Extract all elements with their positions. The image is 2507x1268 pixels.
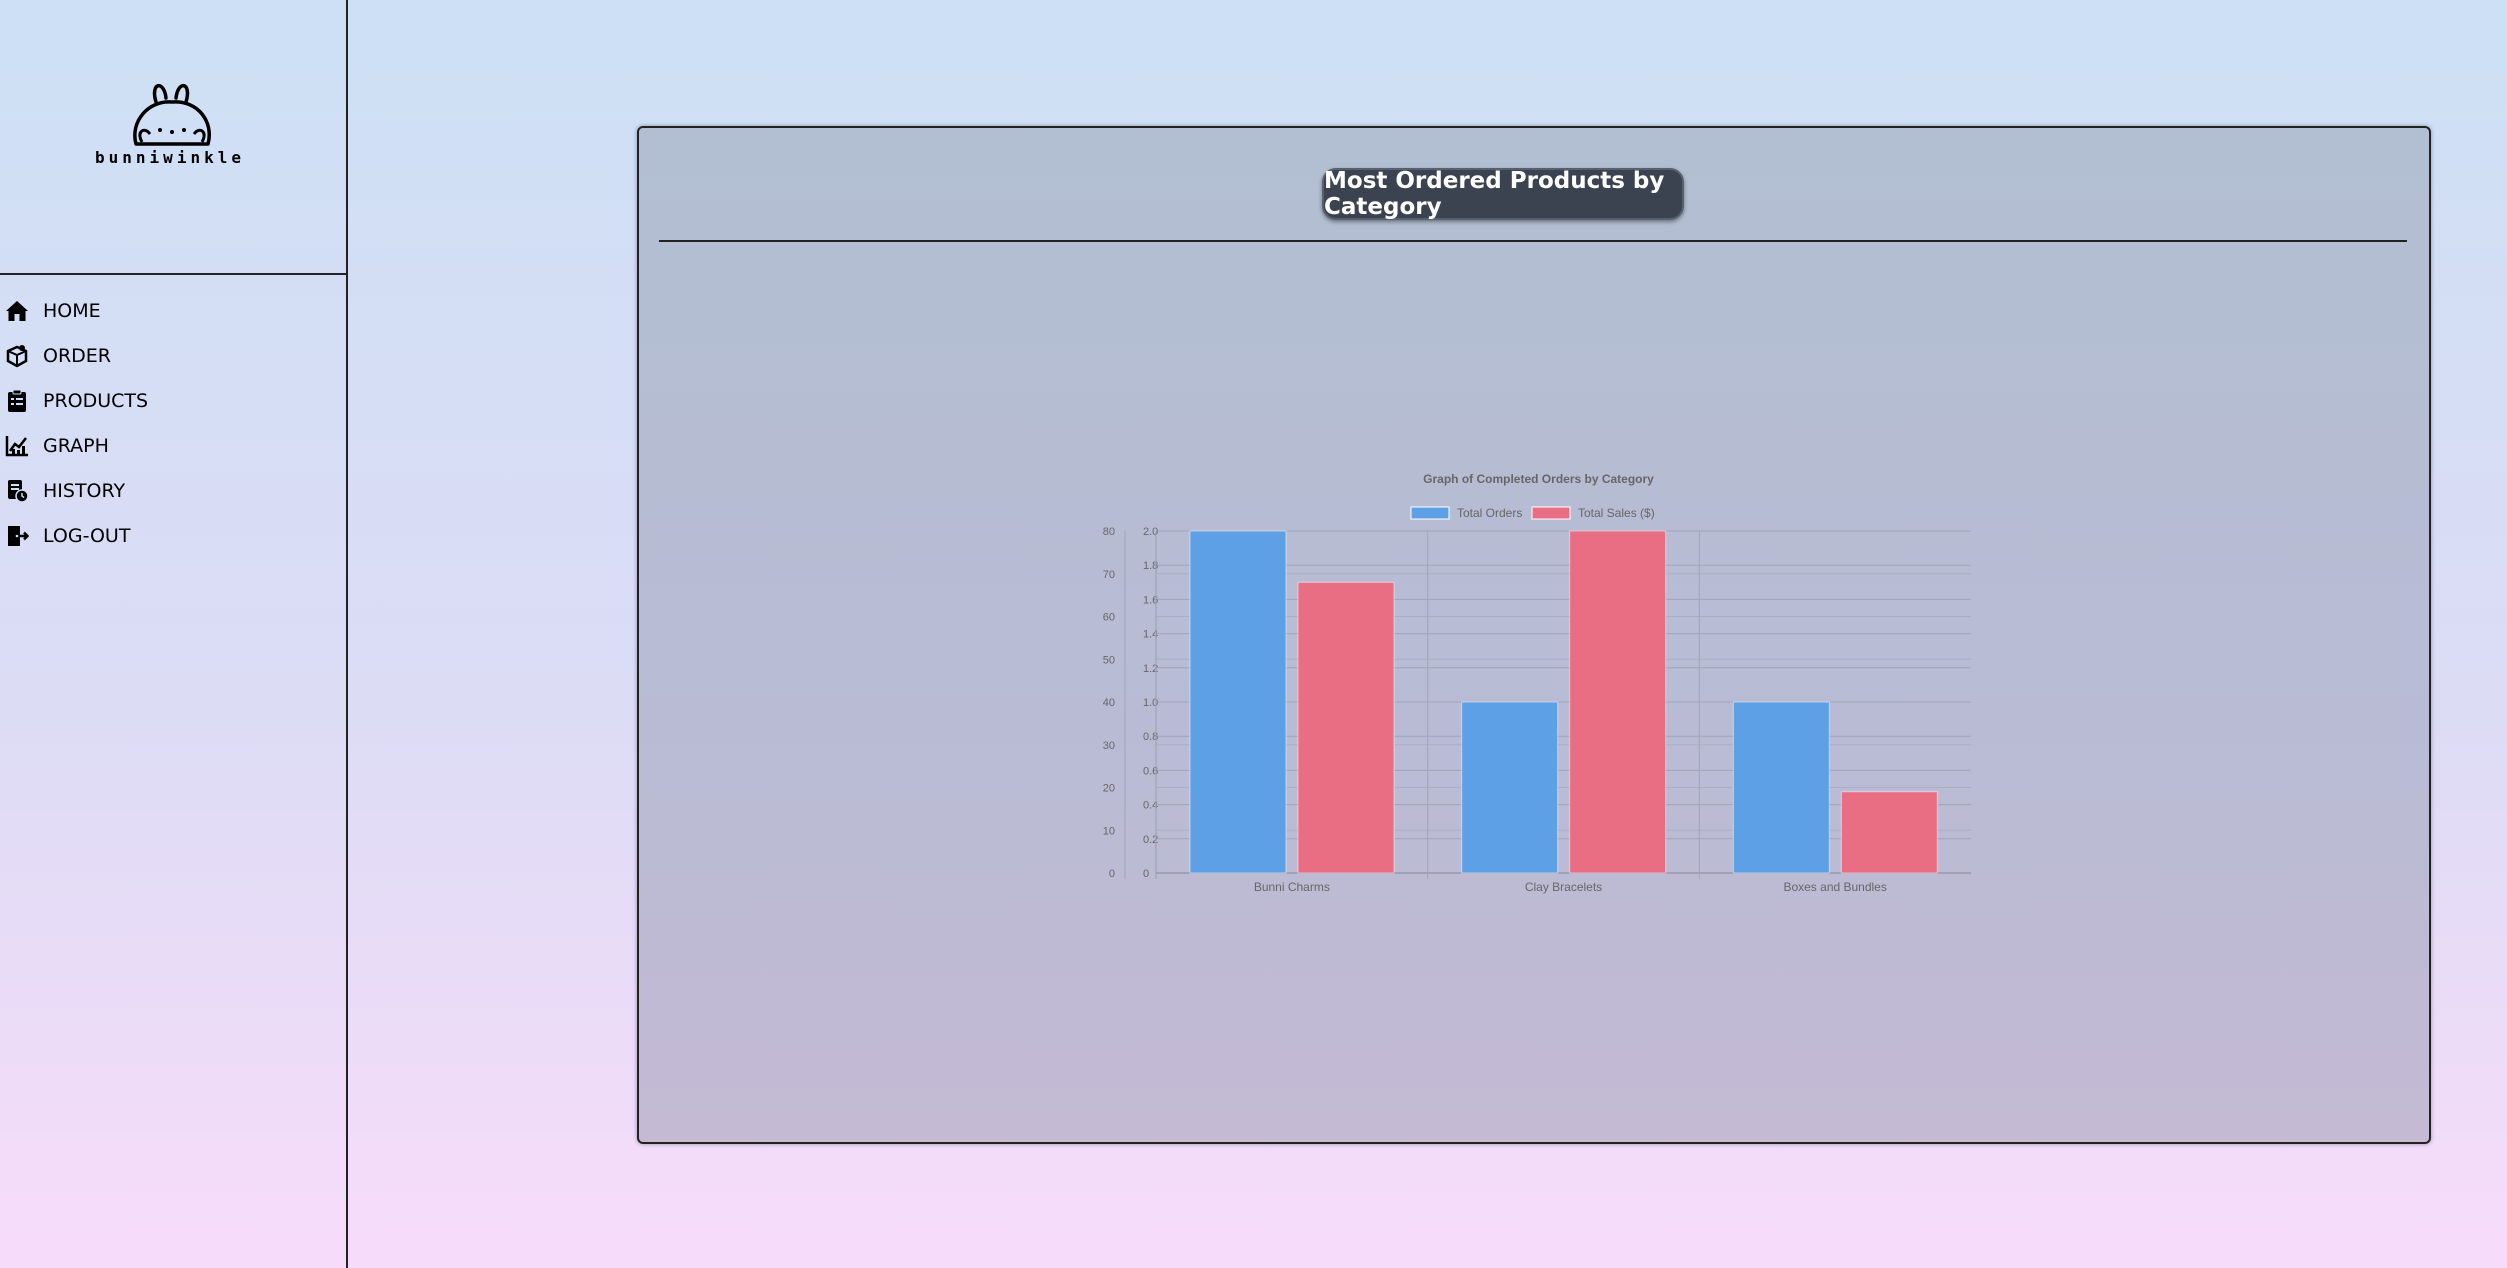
y-right-tick-7: 1.4: [1143, 629, 1158, 641]
nav-item-order[interactable]: ORDER: [0, 333, 148, 378]
bar-1-0: [1297, 581, 1395, 874]
x-tick-label-2: Boxes and Bundles: [1783, 880, 1886, 894]
nav-label-history: HISTORY: [43, 479, 126, 502]
bar-1-1: [1569, 530, 1667, 874]
y-right-tick-2: 0.4: [1143, 800, 1158, 812]
panel-divider: [659, 240, 2407, 242]
y-left-tick-4: 40: [1103, 697, 1115, 709]
nav-label-products: PRODUCTS: [43, 389, 149, 412]
clipboard-list-icon: [4, 388, 30, 414]
y-left-tick-5: 50: [1103, 654, 1115, 666]
y-right-tick-0: 0: [1143, 868, 1149, 880]
bar-0-2: [1732, 701, 1830, 874]
nav-item-products[interactable]: PRODUCTS: [0, 378, 148, 423]
nav-item-logout[interactable]: LOG-OUT: [0, 513, 148, 558]
y-right-tick-5: 1.0: [1143, 697, 1158, 709]
graph-panel: Most Ordered Products by Category Graph …: [637, 126, 2431, 1144]
y-left-tick-8: 80: [1103, 526, 1115, 538]
nav-item-history[interactable]: HISTORY: [0, 468, 148, 513]
bar-0-1: [1461, 701, 1559, 874]
y-left-tick-0: 0: [1109, 868, 1115, 880]
bar-1-2: [1840, 791, 1938, 874]
sidebar-divider: [0, 273, 346, 275]
x-tick-label-1: Clay Bracelets: [1525, 880, 1602, 894]
nav-item-graph[interactable]: GRAPH: [0, 423, 148, 468]
bunny-logo[interactable]: bunniwinkle: [80, 78, 260, 178]
y-left-tick-1: 10: [1103, 825, 1115, 837]
y-right-tick-1: 0.2: [1143, 834, 1158, 846]
legend-label-1: Total Sales ($): [1578, 506, 1655, 520]
y-right-tick-4: 0.8: [1143, 731, 1158, 743]
y-right-tick-6: 1.2: [1143, 663, 1158, 675]
nav-label-home: HOME: [43, 299, 101, 322]
nav-label-logout: LOG-OUT: [43, 524, 131, 547]
logout-icon: [4, 523, 30, 549]
sidebar-nav: HOME ORDER PRODUCTS GRAPH HISTORY: [0, 288, 148, 558]
orders-bar-chart: Graph of Completed Orders by Category Tot…: [1103, 472, 1971, 894]
bar-0-0: [1189, 530, 1287, 874]
legend-label-0: Total Orders: [1457, 506, 1522, 520]
history-icon: [4, 478, 30, 504]
y-right-tick-9: 1.8: [1143, 560, 1158, 572]
chart-line-icon: [4, 433, 30, 459]
nav-label-order: ORDER: [43, 344, 111, 367]
y-right-tick-3: 0.6: [1143, 765, 1158, 777]
y-right-tick-8: 1.6: [1143, 594, 1158, 606]
legend-swatch-1: [1531, 506, 1571, 520]
x-tick-label-0: Bunni Charms: [1254, 880, 1330, 894]
legend-swatch-0: [1410, 506, 1450, 520]
nav-label-graph: GRAPH: [43, 434, 109, 457]
bunny-logo-icon: [133, 84, 211, 146]
y-right-tick-10: 2.0: [1143, 526, 1158, 538]
y-left-tick-6: 60: [1103, 612, 1115, 624]
house-icon: [4, 298, 30, 324]
nav-item-home[interactable]: HOME: [0, 288, 148, 333]
box-icon: [4, 343, 30, 369]
chart-title: Graph of Completed Orders by Category: [1423, 472, 1654, 486]
sidebar: bunniwinkle HOME ORDER PRODUCTS GRAPH: [0, 0, 348, 1268]
y-left-tick-3: 30: [1103, 740, 1115, 752]
panel-title: Most Ordered Products by Category: [1322, 168, 1684, 220]
y-left-tick-7: 70: [1103, 569, 1115, 581]
brand-name: bunniwinkle: [95, 148, 245, 167]
y-left-tick-2: 20: [1103, 783, 1115, 795]
